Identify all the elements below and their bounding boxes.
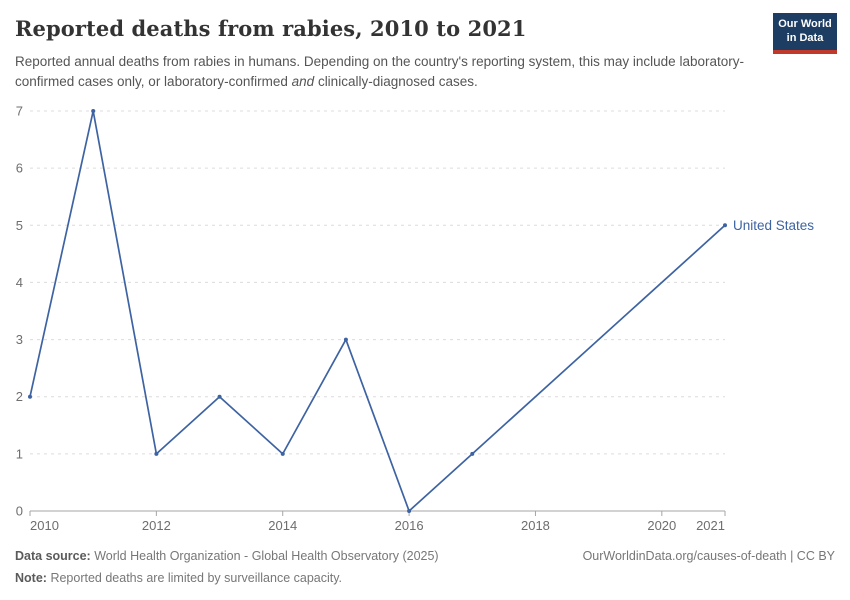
data-point-marker	[91, 109, 96, 113]
source-label: Data source:	[15, 549, 91, 563]
y-tick-label: 0	[16, 504, 23, 519]
chart-area: 0 1 2 3 4 5 6 7 2010 2012 2014 2016 2018 2020 2021 Unit…	[0, 95, 850, 540]
data-point-marker	[28, 394, 32, 399]
page-title: Reported deaths from rabies, 2010 to 202…	[15, 16, 527, 41]
data-point-marker	[217, 394, 222, 399]
chart-footer: Data source: World Health Organization -…	[15, 546, 835, 590]
data-point-marker	[343, 337, 348, 342]
owid-logo-line2: in Data	[786, 31, 824, 44]
x-tick-label: 2021	[696, 518, 725, 533]
chart-subtitle: Reported annual deaths from rabies in hu…	[15, 52, 763, 93]
y-tick-label: 4	[16, 275, 23, 290]
owid-logo-line1: Our World	[778, 18, 832, 30]
subtitle-text-after: clinically-diagnosed cases.	[317, 74, 478, 90]
y-tick-label: 1	[16, 446, 23, 461]
x-tick-label: 2016	[395, 518, 424, 533]
attribution-link[interactable]: OurWorldinData.org/causes-of-death | CC …	[582, 549, 835, 563]
x-tick-label: 2012	[142, 518, 171, 533]
x-tick-label: 2020	[647, 518, 676, 533]
subtitle-italic-word: and	[291, 74, 315, 90]
y-tick-label: 2	[16, 389, 23, 404]
owid-logo: Our World in Data	[773, 13, 837, 54]
data-point-marker	[154, 451, 159, 456]
line-chart: 0 1 2 3 4 5 6 7 2010 2012 2014 2016 2018 2020 2021 Unit…	[16, 104, 815, 534]
data-point-marker	[280, 451, 285, 456]
source-text: World Health Organization - Global Healt…	[94, 549, 439, 563]
series-end-label: United States	[733, 218, 814, 233]
data-point-marker	[407, 509, 412, 513]
y-tick-label: 3	[16, 332, 23, 347]
x-tick-label: 2010	[30, 518, 59, 533]
note-text: Reported deaths are limited by surveilla…	[50, 570, 343, 585]
series-line	[29, 110, 726, 512]
x-tick-label: 2014	[268, 518, 297, 533]
note-label: Note:	[15, 570, 47, 585]
y-tick-label: 5	[16, 218, 23, 233]
note-row: Note: Reported deaths are limited by sur…	[15, 568, 835, 590]
source-row: Data source: World Health Organization -…	[15, 546, 835, 568]
data-point-marker	[470, 451, 475, 456]
data-point-marker	[723, 223, 727, 228]
x-tick-label: 2018	[521, 518, 550, 533]
y-tick-label: 6	[16, 161, 23, 176]
subtitle-text-before: Reported annual deaths from rabies in hu…	[15, 54, 744, 90]
y-tick-label: 7	[16, 104, 23, 119]
